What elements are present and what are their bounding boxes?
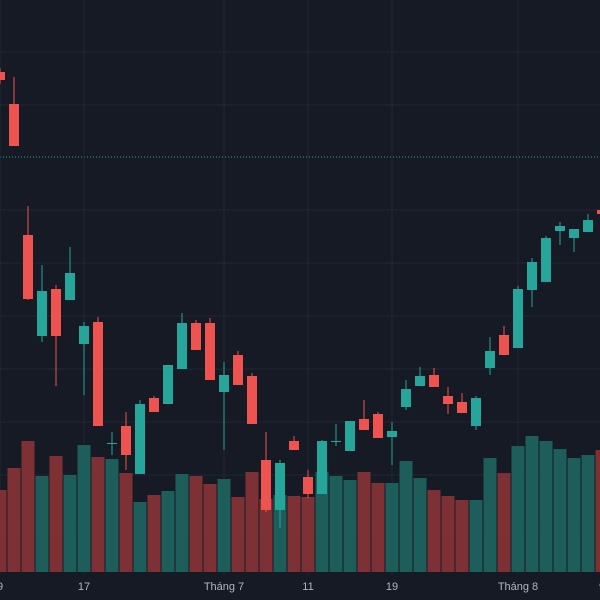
candle-body [163, 365, 173, 404]
x-tick-label: 19 [386, 581, 398, 593]
volume-bar [413, 478, 427, 572]
candle-body [303, 477, 313, 494]
candle-body [261, 460, 271, 510]
candle-body [359, 419, 369, 430]
volume-bar [399, 461, 413, 572]
volume-bar [455, 500, 469, 572]
volume-bar [427, 490, 441, 572]
time-axis [0, 575, 600, 600]
candle-body [23, 235, 33, 299]
volume-bar [497, 473, 511, 572]
volume-bar [483, 458, 497, 572]
volume-bar [553, 449, 567, 572]
volume-bar [287, 496, 301, 572]
volume-bar [189, 476, 203, 572]
volume-bar [35, 476, 49, 572]
candle-body [177, 323, 187, 369]
volume-bar [175, 474, 189, 572]
volume-bar [357, 472, 371, 572]
candle-body [0, 72, 5, 80]
volume-bar [231, 497, 245, 572]
candle-body [583, 220, 593, 232]
candle-body [79, 326, 89, 344]
candle-body [191, 323, 201, 350]
candle-body [597, 210, 600, 214]
candle-body [275, 463, 285, 510]
volume-bar [539, 441, 553, 572]
candle-body [121, 426, 131, 455]
candle-body [443, 396, 453, 404]
candle-body [471, 398, 481, 426]
volume-bar [273, 495, 287, 572]
volume-bar [147, 495, 161, 572]
volume-bar [0, 490, 7, 572]
volume-bar [119, 473, 133, 572]
volume-bar [595, 450, 600, 572]
candle-body [93, 322, 103, 426]
candle-body [429, 375, 439, 387]
volume-bar [385, 483, 399, 572]
candle-body [513, 289, 523, 348]
volume-bar [21, 441, 35, 572]
volume-bar [525, 436, 539, 572]
candle-body [51, 289, 61, 336]
candle-body [205, 323, 215, 380]
candle-body [135, 404, 145, 474]
candle-body [233, 355, 243, 385]
volume-bar [105, 459, 119, 572]
volume-bar [567, 458, 581, 572]
volume-bar [77, 445, 91, 572]
volume-bar [217, 479, 231, 572]
volume-bar [133, 502, 147, 572]
candle-body [555, 226, 565, 231]
candle-body [373, 414, 383, 438]
candle-body [527, 262, 537, 290]
volume-bar [203, 484, 217, 572]
x-tick-label: 9 [599, 581, 600, 593]
candle-body [415, 376, 425, 386]
candle-body [247, 376, 257, 424]
volume-bar [301, 497, 315, 572]
volume-bar [511, 446, 525, 572]
volume-bar [161, 491, 175, 572]
candle-body [569, 229, 579, 238]
volume-bar [91, 457, 105, 572]
candle-body [541, 238, 551, 282]
x-tick-label: 9 [0, 581, 3, 593]
candle-body [37, 291, 47, 336]
volume-bar [329, 476, 343, 572]
candle-body [345, 421, 355, 451]
volume-bar [245, 472, 259, 572]
x-tick-label: 17 [78, 581, 90, 593]
volume-bar [343, 480, 357, 572]
candle-body [317, 441, 327, 494]
volume-bar [7, 468, 21, 572]
candle-body [9, 104, 19, 146]
volume-bar [469, 500, 483, 572]
volume-bar [581, 455, 595, 572]
candle-body [499, 335, 509, 355]
x-tick-label: Tháng 8 [498, 581, 538, 593]
volume-bar [371, 483, 385, 572]
candle-body [289, 441, 299, 450]
x-tick-label: 11 [302, 581, 313, 593]
candle-body [331, 441, 341, 442]
volume-bar [63, 475, 77, 572]
candle-body [149, 398, 159, 412]
candle-body [107, 443, 117, 444]
candle-body [387, 431, 397, 437]
candle-body [485, 351, 495, 368]
candle-body [219, 375, 229, 392]
candle-body [401, 389, 411, 407]
candle-body [65, 273, 75, 300]
volume-bar [259, 499, 273, 572]
volume-bar [441, 496, 455, 572]
x-tick-label: Tháng 7 [204, 581, 244, 593]
candle-body [457, 402, 467, 413]
volume-bar [49, 456, 63, 572]
volume-bar [315, 472, 329, 572]
